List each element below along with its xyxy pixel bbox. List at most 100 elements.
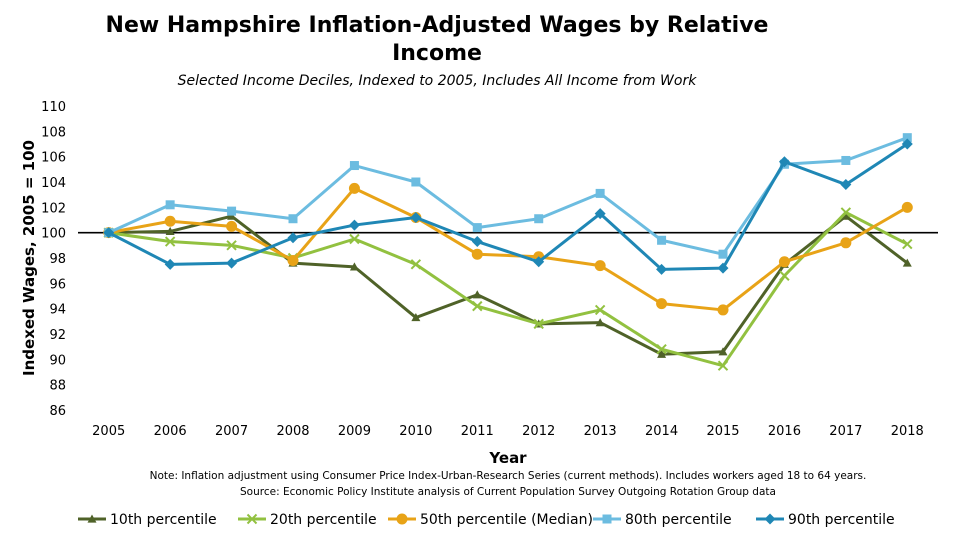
series-2-point-x-stroke xyxy=(902,238,913,250)
series-3-point-circle-marker xyxy=(840,237,852,249)
series-2-point-x-marker xyxy=(840,207,852,218)
y-tick-label: 96 xyxy=(49,277,66,292)
series-5-point-diamond-marker xyxy=(656,263,668,275)
series-1-point-triangle-marker xyxy=(841,211,851,220)
series-2-point-x-marker xyxy=(902,238,913,250)
series-2-point-x-stroke xyxy=(656,343,667,355)
series-2-point-x-marker xyxy=(594,304,606,316)
y-tick-label: 110 xyxy=(41,100,66,115)
x-tick-label: 2011 xyxy=(461,424,494,439)
series-5-point-diamond-marker xyxy=(717,262,729,274)
legend-item-1-triangle-marker xyxy=(87,514,97,523)
series-5-line xyxy=(108,142,909,271)
series-2-point-x-marker xyxy=(533,318,544,330)
series-4-point-square-marker xyxy=(657,235,667,245)
series-2-point-x-stroke xyxy=(226,240,237,251)
series-2-point-x-marker xyxy=(164,236,176,247)
series-4-point-square-marker xyxy=(227,206,237,216)
legend-item-2-x-marker xyxy=(246,513,258,525)
series-1-point-triangle-marker xyxy=(165,226,175,235)
legend-item-5: 90th percentile xyxy=(756,512,895,528)
x-tick-label: 2013 xyxy=(584,424,617,439)
series-2-point-x-stroke xyxy=(349,233,360,245)
legend-label: 90th percentile xyxy=(788,512,895,528)
series-3-point-circle-marker xyxy=(656,298,668,310)
series-2-point-x-stroke xyxy=(779,270,790,281)
chart-title-line2: Income xyxy=(392,41,482,66)
series-1-point-triangle-marker xyxy=(718,347,728,356)
y-tick-label: 104 xyxy=(41,176,66,191)
x-tick-label: 2016 xyxy=(768,424,801,439)
legend-item-2: 20th percentile xyxy=(238,512,377,528)
series-4-point-square-marker xyxy=(902,133,912,143)
series-4-point-square-marker xyxy=(411,177,421,187)
series-3-point-circle-marker xyxy=(471,248,483,260)
series-2-point-x-stroke xyxy=(410,259,422,270)
series-4-point-square-marker xyxy=(718,249,728,259)
y-tick-label: 100 xyxy=(41,227,66,242)
y-tick-label: 102 xyxy=(41,201,66,216)
series-1-point-triangle-marker xyxy=(349,262,359,271)
series-5-point-diamond-marker xyxy=(103,227,115,239)
series-2-line xyxy=(108,210,908,368)
x-tick-label: 2005 xyxy=(92,424,125,439)
series-2-point-x-marker xyxy=(226,240,237,251)
y-tick-label: 92 xyxy=(49,328,66,343)
series-5-point-diamond-marker xyxy=(226,257,238,269)
series-4-point-square-marker xyxy=(841,155,851,165)
legend-item-4-square-marker xyxy=(602,514,612,524)
y-tick-label: 88 xyxy=(49,379,66,394)
series-5-point-diamond-marker xyxy=(348,219,360,231)
legend: 10th percentile 20th percentile 50th perce… xyxy=(78,512,895,528)
y-tick-label: 94 xyxy=(49,303,66,318)
legend-label: 20th percentile xyxy=(270,512,377,528)
series-3-point-circle-marker xyxy=(778,256,790,268)
series-2-point-x-marker xyxy=(349,233,360,245)
series-4 xyxy=(104,133,912,259)
series-3-point-circle-marker xyxy=(594,260,606,272)
series-1-point-triangle-marker xyxy=(657,349,667,358)
series-3 xyxy=(103,182,913,316)
legend-item-1: 10th percentile xyxy=(78,512,217,528)
series-4-point-square-marker xyxy=(349,161,359,171)
series-1-point-triangle-marker xyxy=(472,290,482,299)
series-1 xyxy=(104,211,912,358)
legend-label: 80th percentile xyxy=(625,512,732,528)
legend-item-4: 80th percentile xyxy=(593,512,732,528)
series-3-line xyxy=(108,186,909,312)
series-5-point-diamond-marker xyxy=(594,208,606,220)
series-1-point-triangle-marker xyxy=(902,258,912,267)
series-1-point-triangle-marker xyxy=(227,211,237,220)
series-3-point-circle-marker xyxy=(901,201,913,213)
series-3-point-circle-marker xyxy=(287,255,299,267)
x-tick-label: 2010 xyxy=(399,424,432,439)
series-5 xyxy=(103,138,913,275)
x-axis-title: Year xyxy=(488,449,527,467)
series-5-point-diamond-marker xyxy=(410,211,422,223)
source-text: Source: Economic Policy Institute analys… xyxy=(240,486,776,498)
legend-item-3: 50th percentile (Median) xyxy=(388,512,593,528)
series-2-point-x-marker xyxy=(656,343,667,355)
series-4-point-square-marker xyxy=(288,214,298,224)
x-tick-label: 2007 xyxy=(215,424,248,439)
legend-item-5-diamond-marker xyxy=(764,513,776,525)
y-tick-label: 90 xyxy=(49,353,66,368)
series-5-point-diamond-marker xyxy=(778,156,790,168)
series-1-point-triangle-marker xyxy=(411,313,421,322)
chart-title-line1: New Hampshire Inflation-Adjusted Wages b… xyxy=(106,13,769,38)
y-axis-title: Indexed Wages, 2005 = 100 xyxy=(20,140,38,376)
series-5-point-diamond-marker xyxy=(471,236,483,248)
series-5-point-diamond-marker xyxy=(901,138,913,150)
series-2-point-x-marker xyxy=(410,259,422,270)
series-2-point-x-stroke xyxy=(717,360,729,371)
series-4-point-square-marker xyxy=(165,200,175,210)
series-2-point-x-marker xyxy=(472,300,483,312)
series-4-line xyxy=(108,136,908,256)
x-tick-label: 2018 xyxy=(891,424,924,439)
x-tick-label: 2009 xyxy=(338,424,371,439)
series-2-point-x-stroke xyxy=(533,318,544,330)
legend-item-2-x-stroke xyxy=(246,513,258,525)
legend-item-3-circle-marker xyxy=(396,513,408,525)
series-2-point-x-stroke xyxy=(164,236,176,247)
